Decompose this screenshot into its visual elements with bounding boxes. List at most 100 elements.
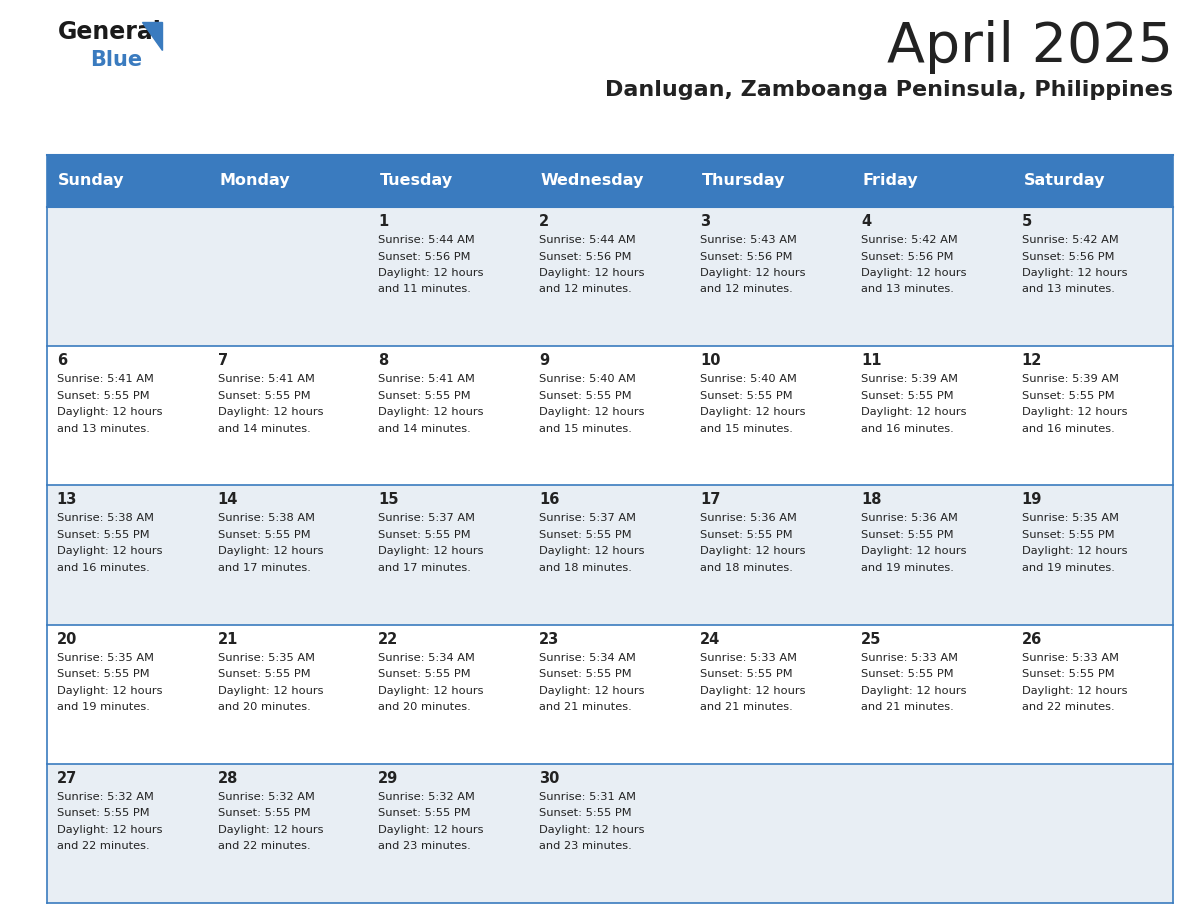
Text: 9: 9 [539, 353, 549, 368]
Bar [530, 346, 690, 486]
Text: Sunrise: 5:42 AM: Sunrise: 5:42 AM [861, 235, 958, 245]
Text: Daylight: 12 hours: Daylight: 12 hours [57, 408, 162, 417]
Text: Daylight: 12 hours: Daylight: 12 hours [217, 408, 323, 417]
Text: Sunrise: 5:35 AM: Sunrise: 5:35 AM [57, 653, 153, 663]
Text: 4: 4 [861, 214, 871, 229]
Text: Daylight: 12 hours: Daylight: 12 hours [57, 546, 162, 556]
Text: Thursday: Thursday [702, 174, 785, 188]
Text: 16: 16 [539, 492, 560, 508]
Bar [530, 486, 690, 624]
Text: Sunrise: 5:40 AM: Sunrise: 5:40 AM [539, 375, 636, 385]
Text: and 22 minutes.: and 22 minutes. [217, 841, 310, 851]
Bar [690, 624, 852, 764]
Text: Sunrise: 5:39 AM: Sunrise: 5:39 AM [861, 375, 958, 385]
Text: 3: 3 [700, 214, 710, 229]
Text: 18: 18 [861, 492, 881, 508]
Text: Sunset: 5:55 PM: Sunset: 5:55 PM [1022, 391, 1114, 400]
Text: Sunset: 5:56 PM: Sunset: 5:56 PM [1022, 252, 1114, 262]
Text: Sunset: 5:55 PM: Sunset: 5:55 PM [700, 669, 792, 679]
Text: Sunset: 5:55 PM: Sunset: 5:55 PM [1022, 530, 1114, 540]
Text: Daylight: 12 hours: Daylight: 12 hours [217, 546, 323, 556]
Text: Sunrise: 5:41 AM: Sunrise: 5:41 AM [378, 375, 475, 385]
Text: 25: 25 [861, 632, 881, 646]
Text: and 18 minutes.: and 18 minutes. [700, 563, 792, 573]
Text: Sunrise: 5:33 AM: Sunrise: 5:33 AM [1022, 653, 1119, 663]
Text: Daylight: 12 hours: Daylight: 12 hours [700, 268, 805, 278]
Text: Sunrise: 5:33 AM: Sunrise: 5:33 AM [700, 653, 797, 663]
Text: Daylight: 12 hours: Daylight: 12 hours [861, 546, 966, 556]
Text: General: General [58, 20, 162, 44]
Text: 20: 20 [57, 632, 77, 646]
Text: Daylight: 12 hours: Daylight: 12 hours [1022, 268, 1127, 278]
Text: 13: 13 [57, 492, 77, 508]
Text: Sunrise: 5:32 AM: Sunrise: 5:32 AM [217, 792, 315, 801]
Text: and 20 minutes.: and 20 minutes. [378, 702, 472, 712]
Text: Daylight: 12 hours: Daylight: 12 hours [700, 686, 805, 696]
Text: Sunrise: 5:32 AM: Sunrise: 5:32 AM [378, 792, 475, 801]
Text: Sunset: 5:55 PM: Sunset: 5:55 PM [539, 530, 632, 540]
Text: and 14 minutes.: and 14 minutes. [378, 424, 472, 433]
Text: 8: 8 [378, 353, 388, 368]
Text: Sunrise: 5:35 AM: Sunrise: 5:35 AM [217, 653, 315, 663]
Text: Sunset: 5:55 PM: Sunset: 5:55 PM [861, 530, 954, 540]
Text: and 13 minutes.: and 13 minutes. [57, 424, 150, 433]
Text: Sunrise: 5:38 AM: Sunrise: 5:38 AM [57, 513, 153, 523]
Text: Daylight: 12 hours: Daylight: 12 hours [1022, 408, 1127, 417]
Bar [530, 207, 690, 346]
Text: Sunset: 5:55 PM: Sunset: 5:55 PM [700, 391, 792, 400]
Text: 17: 17 [700, 492, 720, 508]
Text: 14: 14 [217, 492, 238, 508]
Text: and 22 minutes.: and 22 minutes. [1022, 702, 1114, 712]
Text: Sunset: 5:55 PM: Sunset: 5:55 PM [57, 391, 150, 400]
Bar [48, 764, 208, 903]
Bar [852, 764, 1012, 903]
Text: Daylight: 12 hours: Daylight: 12 hours [378, 408, 484, 417]
Text: Sunset: 5:55 PM: Sunset: 5:55 PM [57, 530, 150, 540]
Text: Sunrise: 5:33 AM: Sunrise: 5:33 AM [861, 653, 958, 663]
Text: 29: 29 [378, 771, 399, 786]
Text: and 12 minutes.: and 12 minutes. [539, 285, 632, 295]
Text: Sunrise: 5:35 AM: Sunrise: 5:35 AM [1022, 513, 1119, 523]
Bar [1012, 207, 1173, 346]
Bar [48, 155, 1173, 207]
Text: and 21 minutes.: and 21 minutes. [700, 702, 792, 712]
Text: and 17 minutes.: and 17 minutes. [378, 563, 472, 573]
Text: and 21 minutes.: and 21 minutes. [539, 702, 632, 712]
Text: Daylight: 12 hours: Daylight: 12 hours [700, 408, 805, 417]
Text: Sunset: 5:55 PM: Sunset: 5:55 PM [861, 391, 954, 400]
Text: Blue: Blue [90, 50, 143, 70]
Text: Sunset: 5:56 PM: Sunset: 5:56 PM [539, 252, 632, 262]
Text: Sunset: 5:55 PM: Sunset: 5:55 PM [217, 391, 310, 400]
Bar [852, 207, 1012, 346]
Bar [48, 486, 208, 624]
Text: and 23 minutes.: and 23 minutes. [539, 841, 632, 851]
Text: Sunrise: 5:39 AM: Sunrise: 5:39 AM [1022, 375, 1119, 385]
Text: and 16 minutes.: and 16 minutes. [1022, 424, 1114, 433]
Text: 22: 22 [378, 632, 399, 646]
Bar [1012, 346, 1173, 486]
Text: Sunrise: 5:32 AM: Sunrise: 5:32 AM [57, 792, 153, 801]
Text: Sunset: 5:55 PM: Sunset: 5:55 PM [57, 809, 150, 818]
Text: 6: 6 [57, 353, 67, 368]
Text: Sunrise: 5:40 AM: Sunrise: 5:40 AM [700, 375, 797, 385]
Text: Sunrise: 5:37 AM: Sunrise: 5:37 AM [378, 513, 475, 523]
Text: and 19 minutes.: and 19 minutes. [861, 563, 954, 573]
Text: Saturday: Saturday [1023, 174, 1105, 188]
Text: 2: 2 [539, 214, 549, 229]
Bar [48, 207, 208, 346]
Text: and 11 minutes.: and 11 minutes. [378, 285, 472, 295]
Text: 10: 10 [700, 353, 721, 368]
Text: 15: 15 [378, 492, 399, 508]
Text: 21: 21 [217, 632, 238, 646]
Text: and 15 minutes.: and 15 minutes. [539, 424, 632, 433]
Text: and 12 minutes.: and 12 minutes. [700, 285, 792, 295]
Text: 7: 7 [217, 353, 228, 368]
Text: Daylight: 12 hours: Daylight: 12 hours [217, 686, 323, 696]
Text: Wednesday: Wednesday [541, 174, 644, 188]
Bar [368, 346, 530, 486]
Text: Sunset: 5:55 PM: Sunset: 5:55 PM [378, 530, 470, 540]
Text: 19: 19 [1022, 492, 1042, 508]
Text: 24: 24 [700, 632, 720, 646]
Bar [690, 207, 852, 346]
Bar [530, 764, 690, 903]
